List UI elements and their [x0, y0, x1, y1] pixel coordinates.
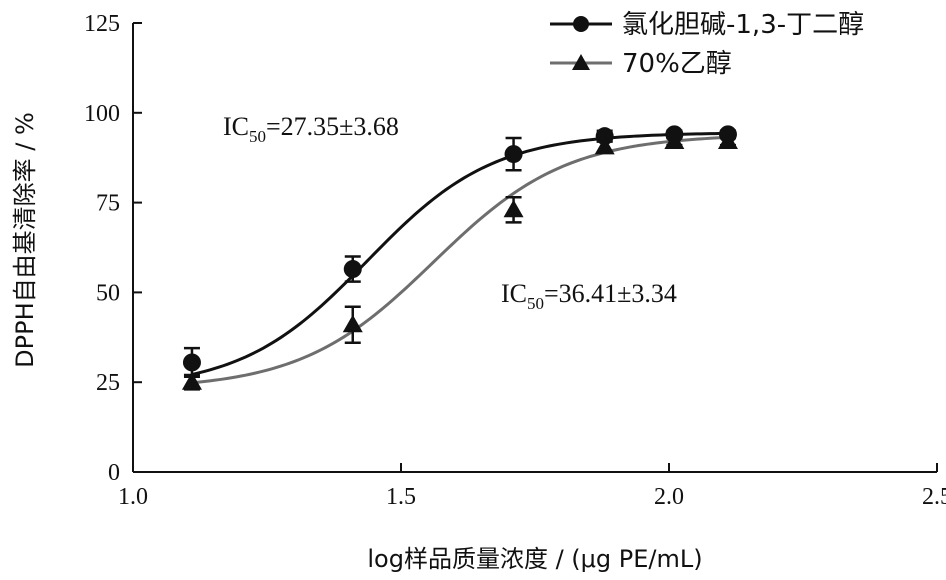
y-tick-label: 50	[96, 280, 120, 306]
x-tick-label: 1.5	[386, 484, 416, 510]
x-tick-label: 2.0	[654, 484, 684, 510]
data-points	[181, 125, 738, 390]
data-point-triangle	[503, 199, 524, 218]
ic50-annotation-series-2: IC50=36.41±3.34	[501, 279, 677, 313]
fit-curves	[191, 131, 729, 385]
legend-label-series-1: 氯化胆碱-1,3-丁二醇	[622, 10, 864, 40]
ic50-prefix: IC	[223, 112, 249, 141]
data-point-circle	[595, 127, 614, 146]
legend-label-series-2: 70%乙醇	[622, 49, 732, 79]
error-bars	[183, 129, 736, 391]
data-point-triangle	[717, 131, 738, 150]
data-point-circle	[343, 260, 362, 279]
data-point-triangle	[594, 136, 615, 155]
ic50-prefix: IC	[501, 279, 527, 308]
x-ticks: 1.0 1.5 2.0 2.5	[118, 463, 946, 510]
data-point-triangle	[181, 372, 202, 390]
fit-curve-series-2	[191, 135, 729, 385]
data-point-triangle	[664, 131, 685, 150]
x-tick-label: 2.5	[922, 484, 946, 510]
legend-marker-circle	[573, 16, 589, 32]
ic50-annotation-series-1: IC50=27.35±3.68	[223, 112, 399, 146]
legend-marker-triangle	[572, 54, 590, 70]
data-point-circle	[504, 145, 523, 164]
legend: 氯化胆碱-1,3-丁二醇 70%乙醇	[550, 10, 864, 79]
y-tick-label: 25	[96, 370, 120, 396]
y-tick-label: 75	[96, 191, 120, 217]
data-point-triangle	[342, 314, 363, 333]
x-tick-label: 1.0	[118, 484, 148, 510]
ic50-value: =27.35±3.68	[266, 112, 399, 141]
axes	[132, 23, 937, 473]
y-ticks: 0 25 50 75 100 125	[84, 11, 142, 486]
fit-curve-series-1	[191, 131, 728, 376]
data-point-circle	[182, 353, 201, 372]
y-tick-label: 0	[108, 460, 120, 486]
ic50-value: =36.41±3.34	[544, 279, 677, 308]
y-tick-label: 100	[84, 101, 120, 127]
x-axis-title: log样品质量浓度 / (μg PE/mL)	[367, 545, 702, 573]
y-axis-title: DPPH自由基清除率 / %	[11, 112, 39, 368]
ic50-subscript: 50	[527, 294, 544, 313]
ic50-subscript: 50	[249, 127, 266, 146]
y-tick-label: 125	[84, 11, 120, 37]
